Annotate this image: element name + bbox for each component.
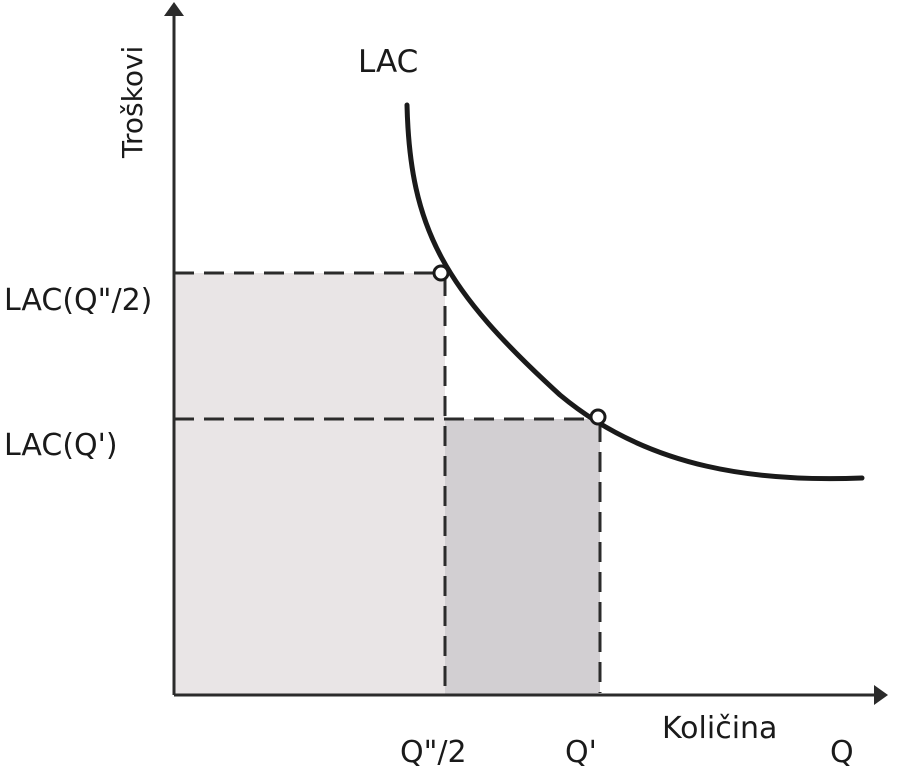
- region-full-output: [445, 419, 600, 695]
- y-tick-lac-half: LAC(Q"/2): [4, 283, 152, 318]
- x-axis-arrow-icon: [874, 685, 888, 705]
- y-axis-title: Troškovi: [116, 46, 149, 159]
- x-tick-q-prime: Q': [565, 735, 597, 770]
- point-lac-prime: [589, 408, 607, 426]
- curve-label: LAC: [358, 44, 418, 80]
- x-tick-q-end: Q: [830, 735, 854, 770]
- y-tick-lac-prime: LAC(Q'): [4, 428, 118, 463]
- y-axis-arrow-icon: [164, 2, 184, 16]
- x-tick-q-half: Q"/2: [400, 735, 467, 770]
- region-half-output: [174, 273, 445, 695]
- x-axis-title: Količina: [662, 711, 777, 746]
- lac-curve: [404, 102, 865, 482]
- point-lac-half: [432, 264, 450, 282]
